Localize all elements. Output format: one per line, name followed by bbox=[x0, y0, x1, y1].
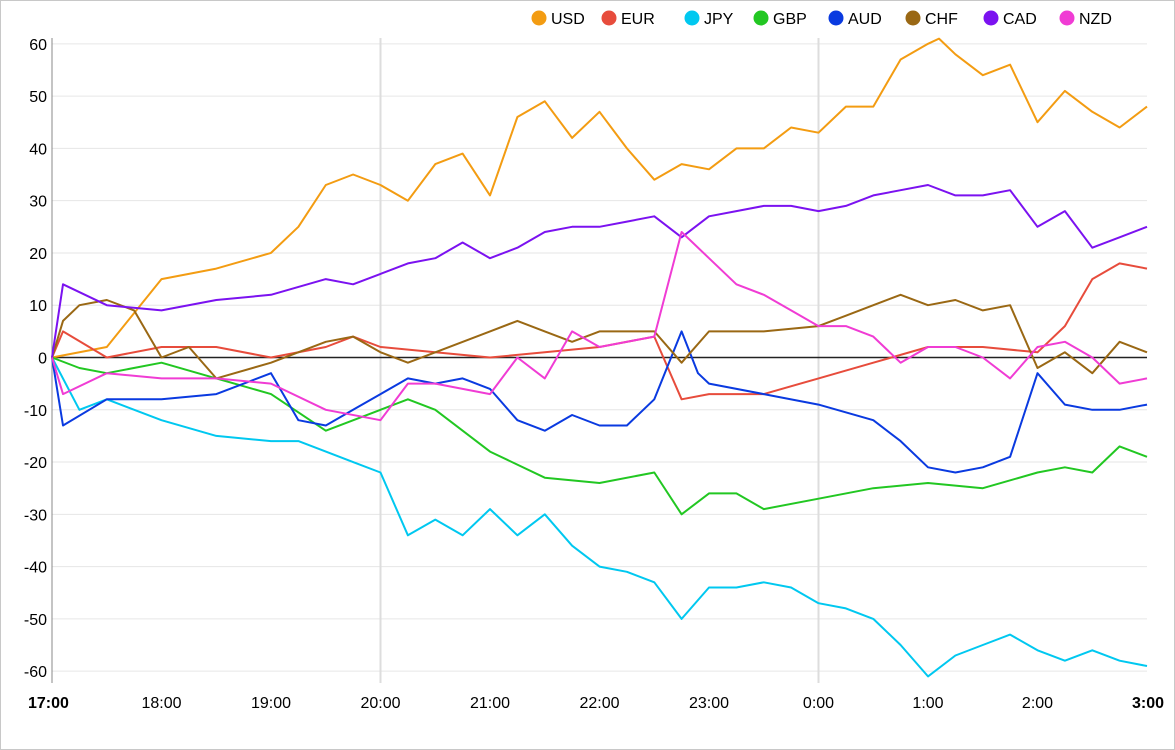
x-tick-label: 17:00 bbox=[28, 695, 69, 712]
x-tick-label: 1:00 bbox=[912, 695, 943, 712]
y-tick-label: 60 bbox=[29, 37, 47, 54]
x-tick-label: 20:00 bbox=[360, 695, 400, 712]
legend-label: USD bbox=[551, 11, 585, 28]
series-lines bbox=[51, 37, 1148, 678]
legend-label: CAD bbox=[1003, 11, 1037, 28]
legend-swatch bbox=[983, 10, 999, 26]
y-axis-ticks: 60 50 40 30 20 10 0 -10 -20 -30 -40 -50 -60 bbox=[24, 37, 47, 681]
legend-item-gbp[interactable]: GBP bbox=[753, 10, 807, 29]
y-tick-label: 50 bbox=[29, 89, 47, 106]
x-tick-label: 23:00 bbox=[689, 695, 729, 712]
gridlines bbox=[52, 38, 1147, 683]
legend-item-nzd[interactable]: NZD bbox=[1059, 10, 1112, 29]
x-tick-label: 0:00 bbox=[803, 695, 834, 712]
legend-swatch bbox=[684, 10, 700, 26]
axes bbox=[51, 38, 1147, 683]
legend-label: CHF bbox=[925, 11, 958, 28]
legend-item-cad[interactable]: CAD bbox=[983, 10, 1037, 29]
series-line-cad bbox=[51, 184, 1148, 358]
x-axis-ticks: 17:00 18:00 19:00 20:00 21:00 22:00 23:00 0:00 1… bbox=[28, 695, 1164, 712]
y-tick-label: -20 bbox=[24, 455, 47, 472]
y-tick-label: -60 bbox=[24, 664, 47, 681]
series-line-usd bbox=[51, 37, 1148, 359]
legend-label: GBP bbox=[773, 11, 807, 28]
series-line-aud bbox=[51, 330, 1148, 474]
x-tick-label: 22:00 bbox=[579, 695, 619, 712]
series-line-jpy bbox=[51, 357, 1148, 678]
legend-swatch bbox=[601, 10, 617, 26]
y-tick-label: 20 bbox=[29, 246, 47, 263]
y-tick-label: 40 bbox=[29, 141, 47, 158]
y-tick-label: 30 bbox=[29, 194, 47, 211]
y-tick-label: -30 bbox=[24, 507, 47, 524]
legend-item-eur[interactable]: EUR bbox=[601, 10, 655, 29]
legend-item-usd[interactable]: USD bbox=[531, 10, 585, 29]
legend-item-aud[interactable]: AUD bbox=[828, 10, 882, 29]
legend-item-chf[interactable]: CHF bbox=[905, 10, 959, 29]
series-line-gbp bbox=[51, 356, 1148, 516]
y-tick-label: 10 bbox=[29, 298, 47, 315]
series-line-chf bbox=[51, 293, 1148, 380]
x-tick-label: 21:00 bbox=[470, 695, 510, 712]
y-tick-label: 0 bbox=[38, 351, 47, 368]
x-tick-label: 18:00 bbox=[141, 695, 181, 712]
y-tick-label: -50 bbox=[24, 612, 47, 629]
legend-label: AUD bbox=[848, 11, 882, 28]
legend-swatch bbox=[828, 10, 844, 26]
legend-swatch bbox=[1059, 10, 1075, 26]
legend-swatch bbox=[905, 10, 921, 26]
y-tick-label: -10 bbox=[24, 403, 47, 420]
x-tick-label: 3:00 bbox=[1132, 695, 1164, 712]
legend-swatch bbox=[753, 10, 769, 26]
y-tick-label: -40 bbox=[24, 560, 47, 577]
legend-swatch bbox=[531, 10, 547, 26]
legend: USD EUR JPY GBP AUD CHF CAD NZD bbox=[531, 10, 1112, 29]
legend-label: EUR bbox=[621, 11, 655, 28]
x-tick-label: 2:00 bbox=[1022, 695, 1053, 712]
legend-item-jpy[interactable]: JPY bbox=[684, 10, 734, 29]
legend-label: JPY bbox=[704, 11, 734, 28]
x-tick-label: 19:00 bbox=[251, 695, 291, 712]
legend-label: NZD bbox=[1079, 11, 1112, 28]
series-line-nzd bbox=[51, 231, 1148, 422]
